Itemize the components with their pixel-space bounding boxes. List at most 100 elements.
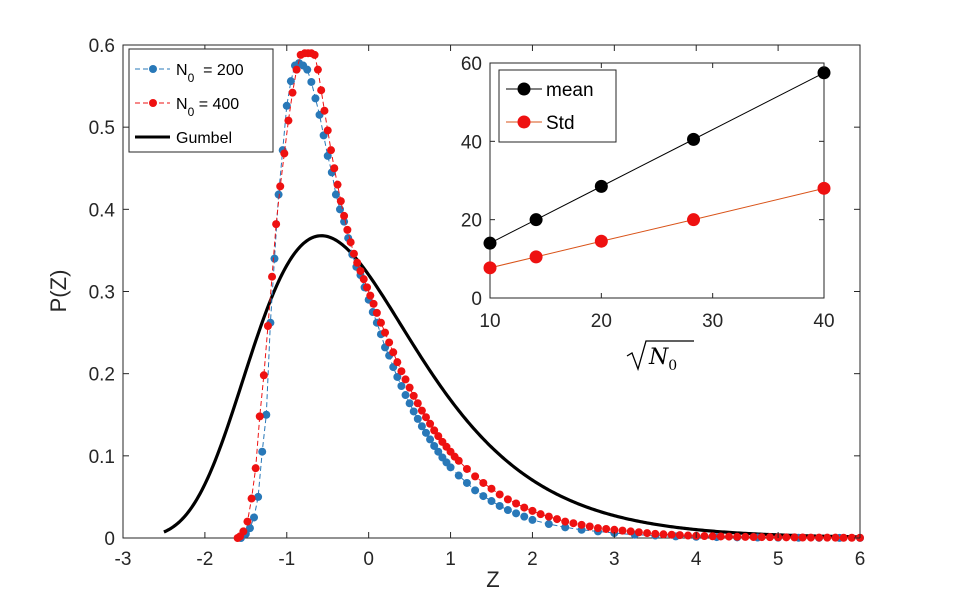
inset-legend: mean Std (498, 69, 617, 143)
n0-400-point (434, 432, 443, 441)
n0-200-point (561, 523, 570, 532)
n0-200-point (393, 372, 402, 381)
n0-400-point (343, 225, 352, 234)
n0-400-point (284, 116, 293, 125)
inset-legend-entry-std: Std (506, 113, 575, 134)
main-y-axis-label: P(Z) (46, 270, 71, 313)
n0-400-point (405, 383, 414, 392)
n0-200-point (311, 94, 320, 103)
main-x-tick-label: 1 (445, 549, 456, 570)
n0-200-point (250, 513, 259, 522)
n0-200-point (274, 190, 283, 199)
n0-400-point (292, 65, 301, 74)
n0-200-point (417, 422, 426, 431)
n0-200-point (307, 77, 316, 86)
n0-400-point (798, 533, 807, 542)
legend-marker-n0-400 (149, 99, 157, 107)
n0-400-point (520, 503, 529, 512)
n0-400-point (327, 146, 335, 155)
main-y-tick-label: 0.3 (89, 283, 115, 304)
n0-400-point (363, 283, 372, 292)
n0-200-point (434, 447, 443, 456)
inset-y-tick-label: 20 (461, 211, 482, 232)
n0-400-point (839, 533, 848, 542)
n0-200-point (401, 391, 410, 400)
inset-x-ticks: 10 20 30 40 (479, 63, 835, 332)
n0-400-point (462, 464, 471, 473)
inset-y-tick-label: 60 (461, 54, 482, 75)
inset-y-ticks: 0 20 40 60 (461, 54, 824, 310)
n0-400-point (487, 484, 496, 493)
n0-200-point (286, 77, 295, 86)
main-y-tick-label: 0.2 (89, 365, 115, 386)
main-x-tick-label: 6 (855, 549, 866, 570)
n0-400-point (333, 180, 342, 189)
n0-400-point (323, 126, 332, 135)
inset-legend-box (498, 69, 617, 143)
main-x-tick-label: 5 (773, 549, 784, 570)
n0-200-point (397, 381, 406, 390)
n0-400-point (651, 529, 660, 538)
n0-400-point (272, 220, 281, 229)
n0-400-point (409, 391, 418, 400)
n0-400-series (233, 49, 864, 542)
n0-400-point (340, 211, 349, 220)
n0-400-point (577, 520, 586, 529)
n0-400-point (806, 533, 815, 542)
n0-400-point (320, 106, 329, 115)
n0-400-point (602, 524, 611, 533)
n0-200-point (495, 501, 504, 510)
n0-400-point (684, 531, 693, 540)
n0-400-point (536, 510, 545, 519)
inset-mean-point (483, 236, 497, 250)
n0-400-point (310, 50, 319, 59)
n0-400-point (626, 527, 635, 536)
n0-400-point (393, 358, 402, 367)
n0-400-point (585, 522, 594, 531)
n0-400-point (765, 533, 774, 542)
main-x-axis-label: Z (486, 567, 499, 592)
n0-400-point (757, 533, 766, 542)
n0-400-point (251, 464, 260, 473)
n0-400-point (430, 426, 439, 435)
n0-200-point (409, 407, 418, 416)
n0-400-point (749, 533, 758, 542)
n0-400-point (553, 515, 562, 524)
n0-400-point (503, 495, 512, 504)
n0-400-point (659, 530, 668, 539)
n0-200-point (528, 515, 537, 524)
inset-mean-point (529, 213, 543, 227)
n0-400-point (561, 517, 570, 526)
n0-400-point (356, 266, 365, 275)
main-x-tick-label: 0 (363, 549, 374, 570)
n0-400-point (239, 527, 248, 536)
n0-400-point (426, 419, 435, 428)
inset-y-tick-label: 0 (471, 289, 482, 310)
legend-entry-n0-200: N0 = 200 (135, 62, 244, 85)
n0-400-point (847, 533, 856, 542)
inset-legend-marker-mean (517, 82, 531, 96)
n0-400-point (479, 478, 488, 487)
n0-200-point (331, 190, 340, 199)
n0-400-point (372, 308, 381, 317)
main-y-tick-label: 0.5 (89, 118, 115, 139)
n0-400-point (643, 529, 652, 538)
main-x-ticks: -3 -2 -1 0 1 2 3 4 5 6 (115, 45, 866, 570)
n0-400-point (417, 406, 426, 415)
inset-legend-marker-std (517, 115, 531, 129)
n0-200-point (520, 512, 529, 521)
main-x-tick-label: 3 (609, 549, 620, 570)
n0-400-point (708, 532, 717, 541)
n0-400-point (346, 238, 355, 247)
n0-400-point (618, 526, 627, 535)
n0-200-point (462, 478, 471, 487)
legend-entry-n0-400: N0 = 400 (135, 96, 239, 119)
n0-200-point (479, 492, 488, 501)
n0-400-point (381, 328, 390, 337)
n0-400-point (247, 494, 256, 503)
inset-std-point (483, 261, 497, 275)
n0-200-point (430, 441, 439, 450)
legend-entry-gumbel: Gumbel (135, 130, 232, 147)
n0-400-point (733, 532, 742, 541)
